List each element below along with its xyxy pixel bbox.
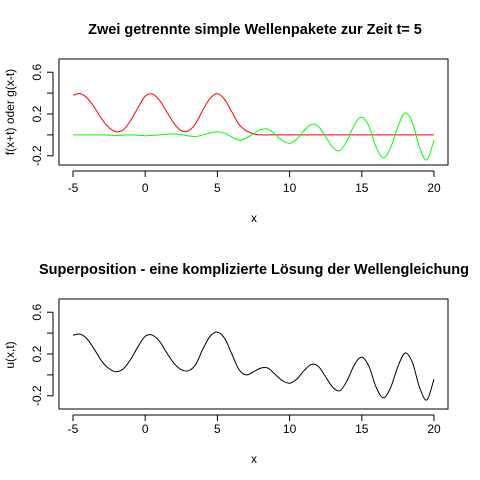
y-tick-label: 0.2 bbox=[30, 345, 44, 362]
series-line-2 bbox=[73, 112, 435, 161]
x-tick-label: 20 bbox=[427, 422, 441, 436]
x-axis-label: x bbox=[251, 452, 257, 466]
y-tick-label: 0.2 bbox=[30, 105, 44, 122]
plot-frame bbox=[58, 298, 449, 410]
chart-title: Superposition - eine komplizierte Lösung… bbox=[39, 262, 469, 278]
y-axis: -0.2 0.2 0.6 bbox=[30, 64, 54, 166]
plot-area bbox=[72, 93, 435, 161]
panel-top: Zwei getrennte simple Wellenpakete zur Z… bbox=[3, 22, 449, 225]
x-tick-label: 10 bbox=[283, 181, 297, 195]
y-tick-label: 0.6 bbox=[30, 64, 44, 81]
x-tick-label: 20 bbox=[427, 181, 441, 195]
y-tick-label: 0.6 bbox=[30, 304, 44, 321]
x-tick-label: -5 bbox=[68, 181, 79, 195]
y-axis-label: f(x+t) oder g(x-t) bbox=[3, 69, 17, 155]
y-axis-label: u(x,t) bbox=[3, 341, 17, 368]
plot-area bbox=[72, 331, 435, 401]
chart-title: Zwei getrennte simple Wellenpakete zur Z… bbox=[88, 22, 422, 38]
plot-frame bbox=[58, 58, 449, 166]
y-axis: -0.2 0.2 0.6 bbox=[30, 304, 54, 406]
x-tick-label: 0 bbox=[142, 422, 149, 436]
series-line-1 bbox=[72, 93, 434, 136]
x-tick-label: 15 bbox=[355, 422, 369, 436]
x-axis: -5 0 5 10 15 20 bbox=[68, 170, 441, 195]
x-tick-label: 0 bbox=[142, 181, 149, 195]
x-axis: -5 0 5 10 15 20 bbox=[68, 414, 441, 436]
x-tick-label: 15 bbox=[355, 181, 369, 195]
x-tick-label: 10 bbox=[283, 422, 297, 436]
y-tick-label: -0.2 bbox=[30, 385, 44, 406]
x-tick-label: 5 bbox=[214, 422, 221, 436]
panel-bottom: Superposition - eine komplizierte Lösung… bbox=[3, 262, 469, 466]
y-tick-label: -0.2 bbox=[30, 145, 44, 166]
x-tick-label: -5 bbox=[68, 422, 79, 436]
series-line-1 bbox=[72, 331, 435, 401]
x-tick-label: 5 bbox=[214, 181, 221, 195]
x-axis-label: x bbox=[251, 211, 257, 225]
